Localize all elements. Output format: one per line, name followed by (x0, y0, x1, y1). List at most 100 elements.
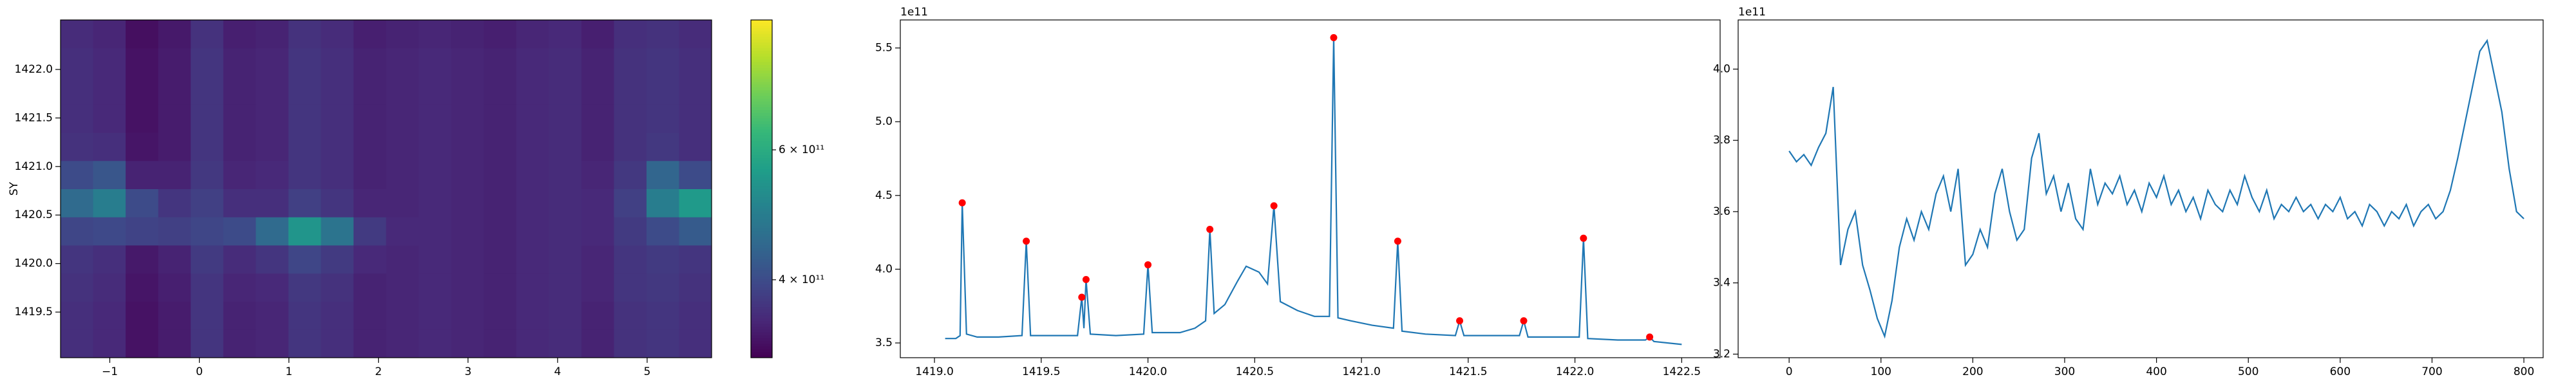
heatmap-cell (61, 48, 94, 77)
heatmap-cell (191, 48, 224, 77)
y-tick-label: 3.4 (1713, 277, 1730, 290)
heatmap-cell (614, 217, 647, 246)
colorbar-step (751, 31, 772, 35)
x-tick-label: 300 (2054, 365, 2075, 378)
heatmap-cell (353, 245, 386, 274)
heatmap-cell (451, 20, 484, 49)
heatmap-cell (223, 133, 256, 161)
heatmap-cell (61, 104, 94, 133)
colorbar-step (751, 96, 772, 99)
x-tick-label: 600 (2330, 365, 2351, 378)
heatmap-cell (191, 76, 224, 105)
y-tick-label: 5.0 (875, 115, 893, 128)
heatmap-cell (288, 301, 321, 330)
heatmap-cell (191, 329, 224, 358)
y-tick-label: 3.8 (1713, 134, 1730, 147)
offset-text: 1e11 (1738, 6, 1766, 19)
heatmap-cell (614, 329, 647, 358)
heatmap-cell (126, 329, 159, 358)
colorbar-step (751, 315, 772, 319)
colorbar-step (751, 236, 772, 240)
colorbar-step (751, 354, 772, 358)
heatmap-cell (61, 217, 94, 246)
colorbar-step (751, 268, 772, 271)
heatmap-cell (93, 48, 126, 77)
colorbar-step (751, 231, 772, 234)
x-tick-label: 400 (2146, 365, 2166, 378)
colorbar-step (751, 194, 772, 198)
peak-marker (1580, 234, 1587, 242)
colorbar-step (751, 48, 772, 51)
heatmap-cell (158, 160, 191, 189)
colorbar-step (751, 59, 772, 63)
heatmap-cell (353, 217, 386, 246)
heatmap-cell (386, 76, 419, 105)
heatmap-cell (549, 273, 582, 302)
heatmap-cell (646, 104, 679, 133)
heatmap-cell (451, 329, 484, 358)
colorbar-frame (750, 19, 773, 358)
heatmap-cell (288, 76, 321, 105)
peak-marker (1082, 275, 1090, 283)
heatmap-cell (419, 245, 452, 274)
colorbar-step (751, 166, 772, 170)
colorbar-step (751, 332, 772, 336)
heatmap-cell (386, 273, 419, 302)
colorbar-step (751, 217, 772, 221)
data-line (1788, 39, 2524, 339)
heatmap-cell (353, 133, 386, 161)
heatmap-cell (484, 160, 517, 189)
y-tick-label: 3.2 (1713, 347, 1730, 360)
colorbar-step (751, 250, 772, 254)
heatmap-cell (581, 160, 614, 189)
heatmap-cell (256, 20, 289, 49)
colorbar-step (751, 121, 772, 125)
heatmap-cell (646, 301, 679, 330)
heatmap-cell (321, 48, 354, 77)
heatmap-cell (679, 329, 712, 358)
heatmap-cell (614, 104, 647, 133)
colorbar-step (751, 146, 772, 150)
colorbar-step (751, 248, 772, 252)
heatmap-cell (223, 48, 256, 77)
y-tick-label: 3.5 (875, 336, 893, 349)
heatmap-cell (126, 273, 159, 302)
heatmap-cell (451, 188, 484, 217)
colorbar-step (751, 242, 772, 246)
heatmap-cell (614, 160, 647, 189)
colorbar-step (751, 183, 772, 187)
y-tick-label: 1422.0 (15, 63, 53, 76)
x-tick-label: 0 (1786, 365, 1793, 378)
heatmap-cell (451, 301, 484, 330)
colorbar-step (751, 93, 772, 96)
y-tick-label: 4.5 (875, 189, 893, 202)
heatmap-cell (516, 104, 549, 133)
heatmap-cell (61, 133, 94, 161)
heatmap-cell (223, 76, 256, 105)
heatmap-cell (191, 133, 224, 161)
y-tick-label: 1419.5 (15, 306, 53, 318)
y-tick-label: 1420.0 (15, 257, 53, 270)
colorbar-step (751, 293, 772, 297)
x-tick-label: 1 (285, 365, 292, 378)
heatmap-cell (581, 20, 614, 49)
heatmap-cell (321, 20, 354, 49)
heatmap-cell (256, 245, 289, 274)
heatmap-cell (61, 20, 94, 49)
heatmap-cell (484, 273, 517, 302)
colorbar-step (751, 208, 772, 212)
x-tick-label: 800 (2514, 365, 2534, 378)
heatmap-cell (256, 160, 289, 189)
heatmap-cell (549, 76, 582, 105)
peak-marker (1270, 202, 1278, 210)
y-tick-label: 1420.5 (15, 208, 53, 221)
colorbar-step (751, 234, 772, 237)
heatmap-cell (353, 160, 386, 189)
colorbar-step (751, 39, 772, 43)
colorbar-step (751, 279, 772, 282)
heatmap-cell (549, 48, 582, 77)
heatmap-cell (419, 329, 452, 358)
heatmap-cell (451, 76, 484, 105)
heatmap-cell (419, 76, 452, 105)
heatmap-cell (191, 188, 224, 217)
